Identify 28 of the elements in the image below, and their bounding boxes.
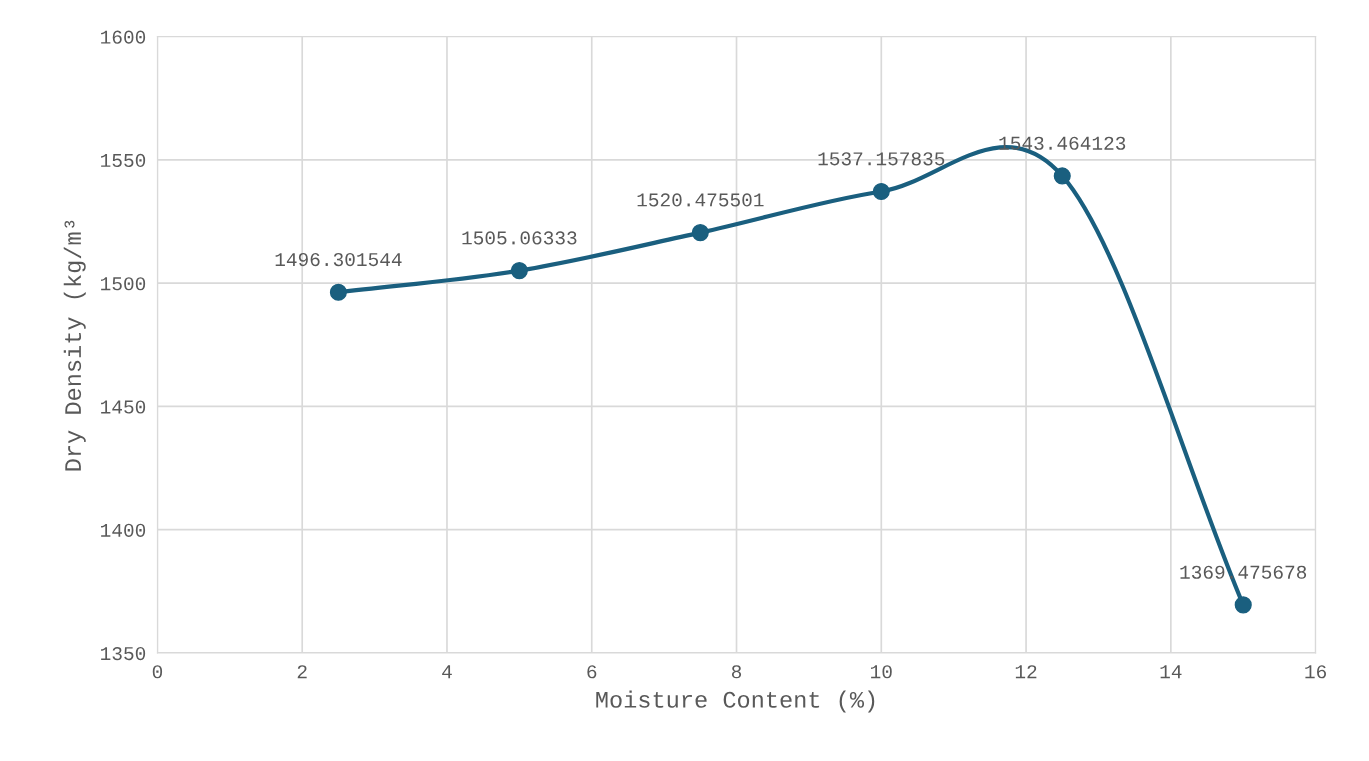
x-tick-label: 16 xyxy=(1305,665,1327,679)
x-tick-label: 10 xyxy=(871,665,892,679)
point xyxy=(329,283,347,301)
data-label: 1505.06333 xyxy=(462,231,577,245)
point xyxy=(510,262,528,280)
x-tick-label: 4 xyxy=(442,665,452,679)
x-tick-label: 2 xyxy=(297,665,307,679)
y-tick-label: 1450 xyxy=(101,400,146,414)
x-tick-label: 6 xyxy=(587,665,597,679)
x-tick-label: 0 xyxy=(152,665,163,679)
point xyxy=(1053,167,1071,185)
x-tick-label: 14 xyxy=(1160,665,1182,679)
x-tick-label: 12 xyxy=(1015,665,1037,679)
data-label: 1537.157835 xyxy=(818,152,945,166)
y-tick-label: 1350 xyxy=(101,646,146,661)
point xyxy=(872,182,890,201)
y-tick-label: 1600 xyxy=(101,30,146,44)
point xyxy=(1234,596,1252,614)
y-tick-label: 1550 xyxy=(101,153,146,168)
x-axis-title: Moisture Content (%) xyxy=(596,690,875,713)
y-tick-label: 1500 xyxy=(101,277,146,291)
data-label: 1496.301544 xyxy=(275,252,402,267)
y-axis-title: Dry Density (kg/m³ xyxy=(63,220,86,471)
x-tick-label: 8 xyxy=(731,665,742,679)
data-label: 1543.464123 xyxy=(999,136,1126,150)
data-label: 1520.475501 xyxy=(637,193,764,207)
y-tick-label: 1400 xyxy=(101,523,146,537)
point xyxy=(691,224,709,242)
